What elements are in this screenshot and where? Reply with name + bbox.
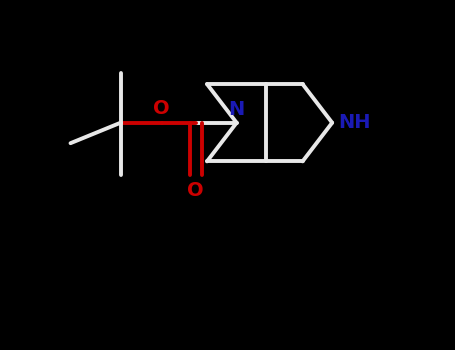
- Text: O: O: [153, 99, 170, 118]
- Text: N: N: [228, 100, 245, 119]
- Text: NH: NH: [339, 113, 371, 132]
- Text: O: O: [187, 181, 204, 201]
